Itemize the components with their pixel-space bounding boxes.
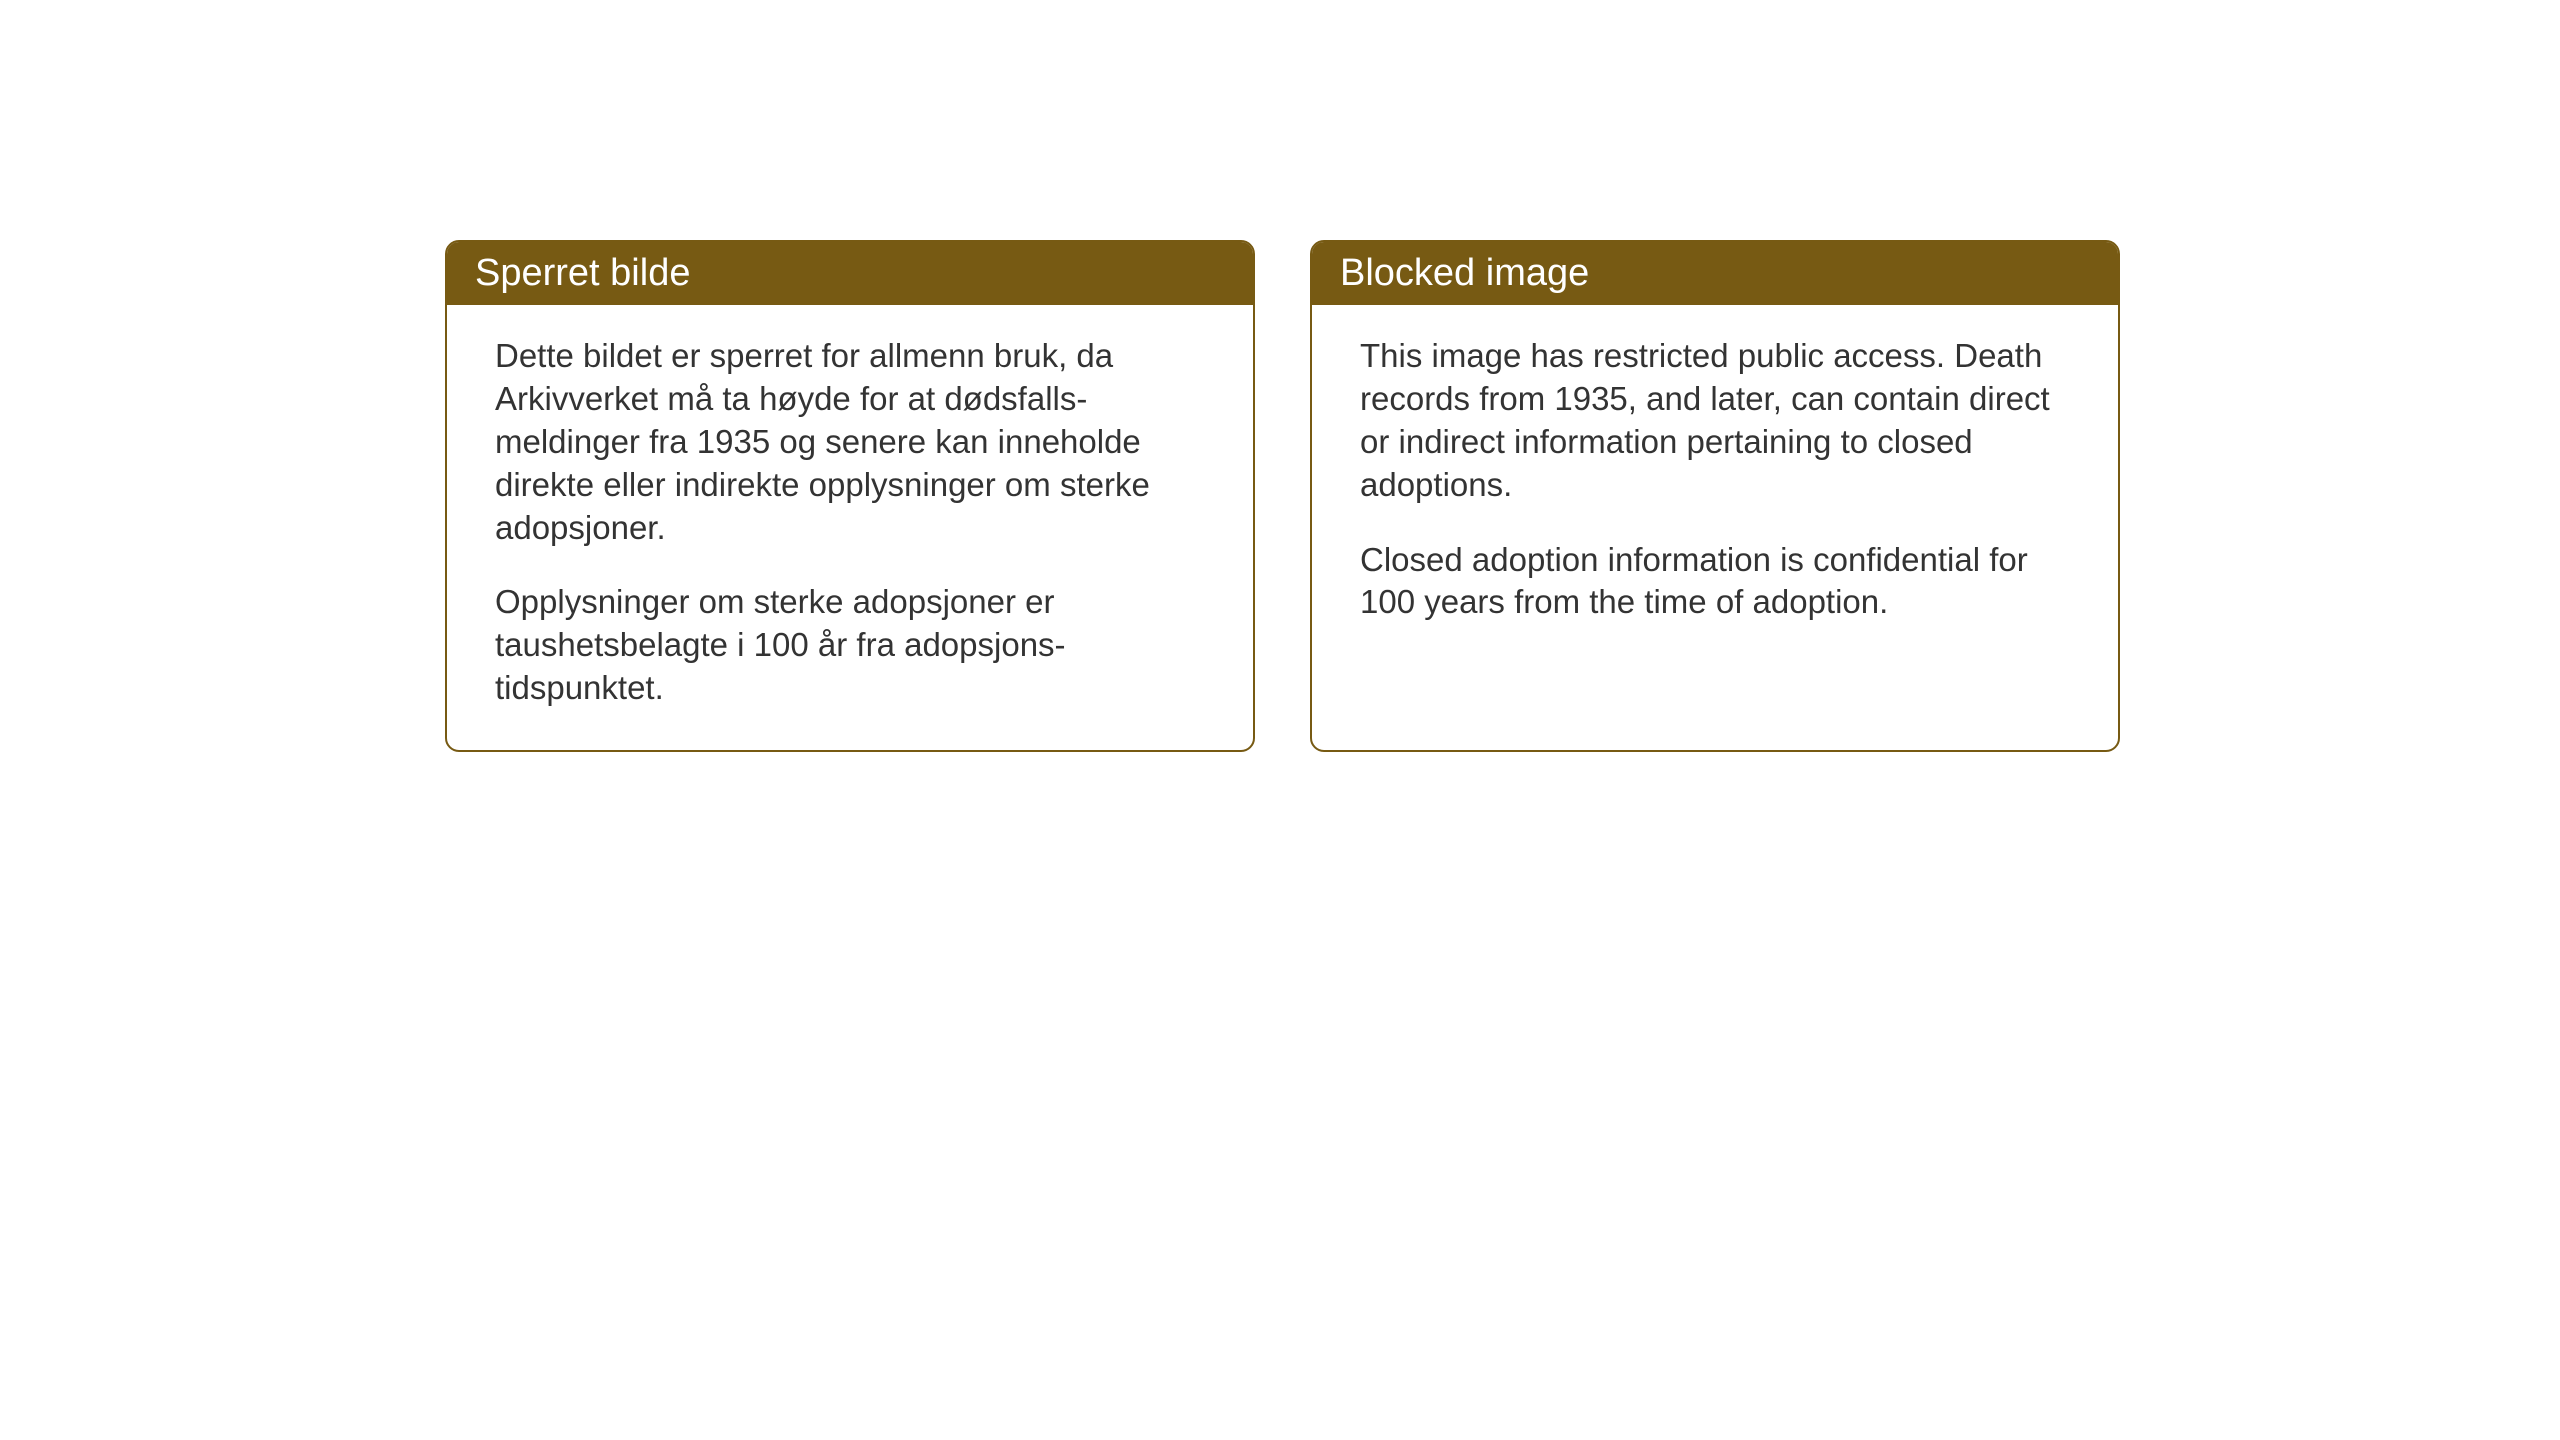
- card-title: Blocked image: [1340, 252, 1589, 294]
- card-title: Sperret bilde: [475, 252, 690, 294]
- card-paragraph: Dette bildet er sperret for allmenn bruk…: [495, 335, 1205, 549]
- card-paragraph: Opplysninger om sterke adopsjoner er tau…: [495, 581, 1205, 710]
- card-header: Sperret bilde: [447, 242, 1253, 305]
- notice-card-norwegian: Sperret bilde Dette bildet er sperret fo…: [445, 240, 1255, 752]
- card-body: Dette bildet er sperret for allmenn bruk…: [447, 305, 1253, 750]
- card-header: Blocked image: [1312, 242, 2118, 305]
- notice-container: Sperret bilde Dette bildet er sperret fo…: [445, 240, 2120, 752]
- card-paragraph: This image has restricted public access.…: [1360, 335, 2070, 507]
- card-body: This image has restricted public access.…: [1312, 305, 2118, 664]
- card-paragraph: Closed adoption information is confident…: [1360, 539, 2070, 625]
- notice-card-english: Blocked image This image has restricted …: [1310, 240, 2120, 752]
